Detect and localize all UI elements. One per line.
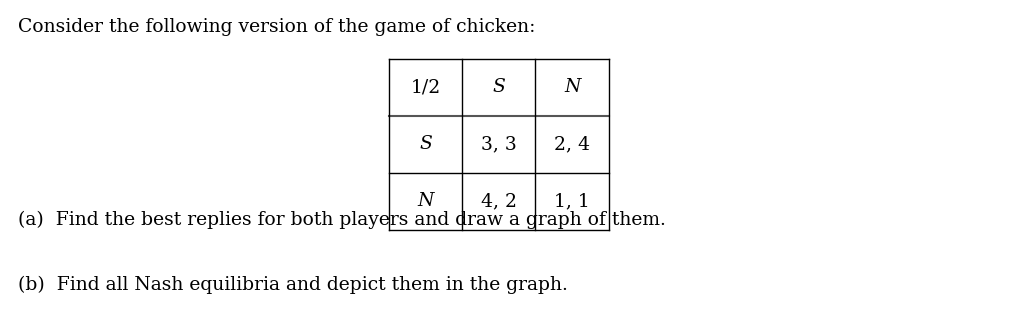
Text: 1/2: 1/2	[410, 78, 441, 96]
Text: (b)  Find all Nash equilibria and depict them in the graph.: (b) Find all Nash equilibria and depict …	[18, 275, 568, 294]
Text: 2, 4: 2, 4	[554, 135, 590, 153]
Text: Consider the following version of the game of chicken:: Consider the following version of the ga…	[18, 18, 535, 36]
Text: 3, 3: 3, 3	[480, 135, 517, 153]
Text: S: S	[419, 135, 432, 153]
Text: 1, 1: 1, 1	[554, 192, 590, 210]
Text: N: N	[417, 192, 434, 210]
Text: N: N	[564, 78, 580, 96]
Text: (a)  Find the best replies for both players and draw a graph of them.: (a) Find the best replies for both playe…	[18, 210, 666, 229]
Text: 4, 2: 4, 2	[480, 192, 517, 210]
Text: S: S	[493, 78, 505, 96]
